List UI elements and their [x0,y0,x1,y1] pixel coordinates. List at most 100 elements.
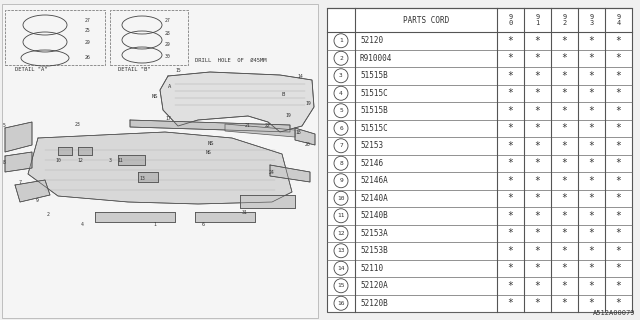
Text: 9
2: 9 2 [563,14,566,26]
Text: *: * [616,281,621,291]
Circle shape [334,244,348,258]
Text: *: * [561,36,568,46]
Polygon shape [195,212,255,222]
Text: 9
0: 9 0 [508,14,513,26]
Text: 11: 11 [337,213,345,218]
Polygon shape [15,180,50,202]
Text: *: * [589,176,595,186]
Text: *: * [534,158,540,168]
Text: 52120B: 52120B [360,299,388,308]
Polygon shape [118,155,145,165]
Text: *: * [589,141,595,151]
Text: *: * [616,193,621,203]
Text: *: * [616,263,621,273]
Text: *: * [561,298,568,308]
Text: 4: 4 [339,91,343,96]
Circle shape [334,191,348,205]
Text: 19: 19 [305,101,311,106]
Text: *: * [534,88,540,98]
Text: 29: 29 [165,42,171,47]
Text: 13: 13 [139,175,145,180]
Text: NS: NS [205,149,211,155]
Text: *: * [508,193,513,203]
Text: 9: 9 [36,197,38,203]
Text: 52146A: 52146A [360,176,388,185]
Text: *: * [616,158,621,168]
Circle shape [334,34,348,48]
Text: 11: 11 [117,157,123,163]
Text: *: * [589,246,595,256]
Text: 25: 25 [85,28,91,33]
Polygon shape [295,128,315,145]
Text: 9
3: 9 3 [589,14,594,26]
Text: *: * [534,246,540,256]
Text: 14: 14 [337,266,345,271]
Text: 52110: 52110 [360,264,383,273]
Text: *: * [616,123,621,133]
Text: *: * [589,298,595,308]
Text: 7: 7 [19,180,21,185]
Text: 30: 30 [165,54,171,59]
Text: *: * [534,123,540,133]
Text: 12: 12 [77,157,83,163]
Text: *: * [534,228,540,238]
Text: 28: 28 [165,31,171,36]
Text: *: * [508,298,513,308]
Circle shape [334,156,348,170]
Polygon shape [270,165,310,182]
Text: *: * [508,71,513,81]
Text: *: * [508,176,513,186]
Text: A: A [168,84,172,89]
Text: *: * [534,298,540,308]
Text: PARTS CORD: PARTS CORD [403,15,449,25]
Text: 8: 8 [339,161,343,166]
Text: *: * [534,176,540,186]
Text: *: * [508,263,513,273]
Text: DRILL  HOLE  OF  Ø45MM: DRILL HOLE OF Ø45MM [195,58,266,63]
Text: 3: 3 [339,73,343,78]
Text: *: * [616,106,621,116]
Text: 2: 2 [339,56,343,61]
Polygon shape [138,172,158,182]
Text: *: * [561,263,568,273]
Text: 52153B: 52153B [360,246,388,255]
Text: *: * [561,246,568,256]
Text: *: * [534,53,540,63]
Circle shape [334,174,348,188]
Text: *: * [508,281,513,291]
Text: A512A00079: A512A00079 [593,310,635,316]
Text: *: * [508,141,513,151]
Text: 12: 12 [337,231,345,236]
Circle shape [334,226,348,240]
Text: *: * [561,141,568,151]
Text: *: * [508,36,513,46]
Text: *: * [616,298,621,308]
Text: *: * [589,281,595,291]
Text: 3: 3 [109,157,111,163]
Text: 6: 6 [202,222,204,228]
Text: *: * [616,211,621,221]
Text: *: * [534,36,540,46]
Polygon shape [225,124,295,137]
Circle shape [334,104,348,118]
Polygon shape [95,212,175,222]
Text: *: * [616,246,621,256]
Text: *: * [534,141,540,151]
Polygon shape [78,147,92,155]
Text: *: * [534,263,540,273]
Text: *: * [534,106,540,116]
Text: *: * [534,71,540,81]
Text: *: * [589,53,595,63]
Circle shape [334,279,348,293]
Text: *: * [589,228,595,238]
Text: 26: 26 [85,55,91,60]
Text: 52140B: 52140B [360,211,388,220]
Text: 14: 14 [297,74,303,79]
Text: 5: 5 [339,108,343,113]
Text: 27: 27 [165,18,171,23]
Polygon shape [130,120,290,132]
Text: *: * [561,193,568,203]
Text: DETAIL "A": DETAIL "A" [15,67,47,72]
Text: R910004: R910004 [360,54,392,63]
Text: NS: NS [208,141,214,146]
